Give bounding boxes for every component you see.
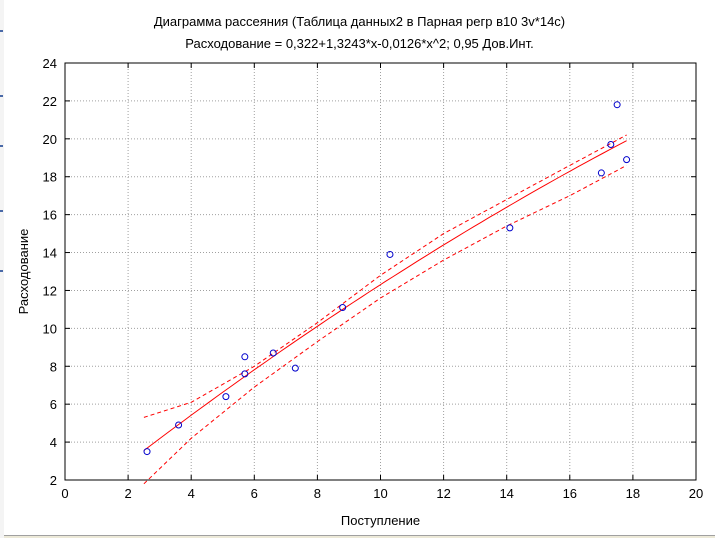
x-tick-labels: 0 2 4 6 8 10 12 14 16 18 20 — [61, 486, 703, 501]
x-tick-label: 0 — [61, 486, 68, 501]
data-point — [222, 393, 230, 401]
x-tick-label: 14 — [499, 486, 513, 501]
x-tick-label: 2 — [124, 486, 131, 501]
data-points — [143, 101, 631, 456]
x-tick-label: 8 — [314, 486, 321, 501]
y-tick-label: 16 — [43, 208, 57, 223]
regression-curve — [143, 140, 627, 451]
data-point — [339, 304, 347, 312]
confidence-lower-line — [143, 164, 627, 485]
x-tick-label: 4 — [188, 486, 195, 501]
y-tick-label: 24 — [43, 56, 57, 71]
edge-marker — [0, 210, 3, 212]
data-point — [607, 141, 615, 149]
edge-marker — [0, 95, 3, 97]
x-tick-label: 12 — [436, 486, 450, 501]
y-tick-label: 18 — [43, 170, 57, 185]
x-tick-label: 20 — [689, 486, 703, 501]
y-tick-label: 10 — [43, 321, 57, 336]
data-point — [386, 250, 394, 258]
data-point — [506, 224, 514, 232]
data-point — [175, 421, 183, 429]
chart-subtitle: Расходование = 0,322+1,3243*x-0,0126*x^2… — [185, 36, 534, 51]
y-tick-label: 22 — [43, 94, 57, 109]
x-tick-label: 6 — [251, 486, 258, 501]
data-point — [143, 448, 151, 456]
y-axis-label: Расходование — [16, 229, 31, 315]
x-tick-label: 18 — [626, 486, 640, 501]
x-tick-label: 16 — [563, 486, 577, 501]
chart-title: Диаграмма рассеяния (Таблица данных2 в П… — [153, 14, 566, 29]
x-tick-label: 10 — [373, 486, 387, 501]
edge-marker — [0, 145, 3, 147]
data-point — [613, 101, 621, 109]
y-tick-label: 6 — [50, 397, 57, 412]
graph-window: Диаграмма рассеяния (Таблица данных2 в П… — [4, 0, 715, 536]
axis-ticks — [64, 62, 697, 481]
regression-line — [143, 140, 627, 451]
data-point — [241, 370, 249, 378]
window-left-edge — [0, 0, 4, 538]
x-axis-label: Поступление — [341, 513, 420, 528]
edge-marker — [0, 30, 3, 32]
grid-lines — [65, 63, 696, 480]
y-tick-label: 8 — [50, 359, 57, 374]
y-tick-label: 2 — [50, 473, 57, 488]
data-point — [269, 349, 277, 357]
confidence-bands — [143, 134, 627, 485]
data-point — [623, 156, 631, 164]
y-tick-label: 14 — [43, 246, 57, 261]
y-tick-label: 12 — [43, 283, 57, 298]
y-tick-label: 4 — [50, 435, 57, 450]
data-point — [597, 169, 605, 177]
confidence-upper-line — [143, 134, 627, 418]
edge-marker — [0, 270, 3, 272]
data-point — [241, 353, 249, 361]
y-tick-label: 20 — [43, 132, 57, 147]
data-point — [291, 364, 299, 372]
